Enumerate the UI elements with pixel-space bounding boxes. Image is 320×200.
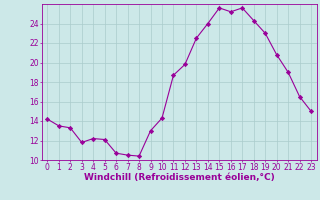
X-axis label: Windchill (Refroidissement éolien,°C): Windchill (Refroidissement éolien,°C) [84,173,275,182]
